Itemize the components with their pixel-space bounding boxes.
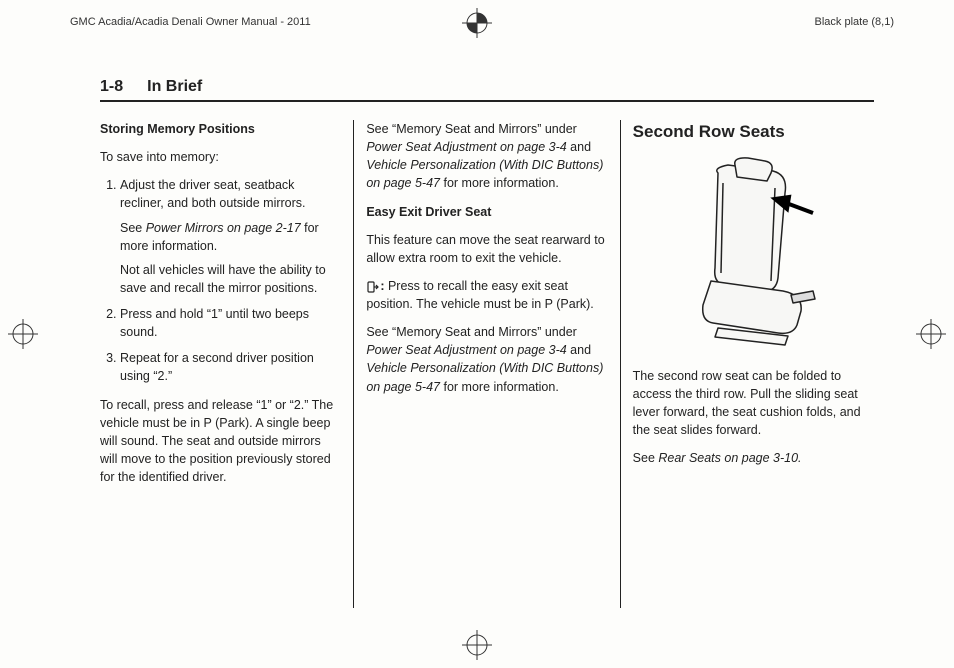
section-header: 1-8 In Brief xyxy=(100,78,874,102)
column-1: Storing Memory Positions To save into me… xyxy=(100,120,354,608)
seat-illustration xyxy=(663,153,843,353)
section-title: In Brief xyxy=(147,78,202,95)
p-see-rear-seats: See Rear Seats on page 3-10. xyxy=(633,449,874,467)
regmark-bottom xyxy=(462,630,492,660)
content-columns: Storing Memory Positions To save into me… xyxy=(100,120,874,608)
regmark-right xyxy=(916,319,946,349)
p-easy-exit-1: This feature can move the seat rearward … xyxy=(366,231,607,267)
link-power-seat-1: Power Seat Adjustment on page 3-4 xyxy=(366,140,566,154)
exit-seat-icon xyxy=(366,280,380,294)
step-1-sub2: Not all vehicles will have the ability t… xyxy=(120,261,341,297)
page-number: 1-8 xyxy=(100,78,123,95)
heading-easy-exit: Easy Exit Driver Seat xyxy=(366,203,607,221)
p-second-row: The second row seat can be folded to acc… xyxy=(633,367,874,440)
step-1: Adjust the driver seat, seatback recline… xyxy=(120,176,341,297)
column-2: See “Memory Seat and Mirrors” under Powe… xyxy=(354,120,620,608)
link-power-seat-2: Power Seat Adjustment on page 3-4 xyxy=(366,343,566,357)
p-recall: To recall, press and release “1” or “2.”… xyxy=(100,396,341,487)
memory-steps-list: Adjust the driver seat, seatback recline… xyxy=(100,176,341,385)
p-easy-exit-2: : Press to recall the easy exit seat pos… xyxy=(366,277,607,313)
plate-info: Black plate (8,1) xyxy=(815,16,894,28)
column-3: Second Row Seats xyxy=(621,120,874,608)
regmark-left xyxy=(8,319,38,349)
step-2: Press and hold “1” until two beeps sound… xyxy=(120,305,341,341)
step-1-text: Adjust the driver seat, seatback recline… xyxy=(120,178,306,210)
p-save-intro: To save into memory: xyxy=(100,148,341,166)
heading-storing-memory: Storing Memory Positions xyxy=(100,120,341,138)
step-3: Repeat for a second driver position usin… xyxy=(120,349,341,385)
p-memory-ref-2: See “Memory Seat and Mirrors” under Powe… xyxy=(366,323,607,396)
link-rear-seats: Rear Seats on page 3-10. xyxy=(658,451,801,465)
heading-second-row-seats: Second Row Seats xyxy=(633,120,874,145)
manual-title: GMC Acadia/Acadia Denali Owner Manual - … xyxy=(70,16,311,28)
step-1-sub1: See Power Mirrors on page 2-17 for more … xyxy=(120,219,341,255)
link-power-mirrors: Power Mirrors on page 2-17 xyxy=(146,221,301,235)
top-header: GMC Acadia/Acadia Denali Owner Manual - … xyxy=(70,16,894,28)
p-memory-ref-1: See “Memory Seat and Mirrors” under Powe… xyxy=(366,120,607,193)
page: GMC Acadia/Acadia Denali Owner Manual - … xyxy=(0,0,954,668)
